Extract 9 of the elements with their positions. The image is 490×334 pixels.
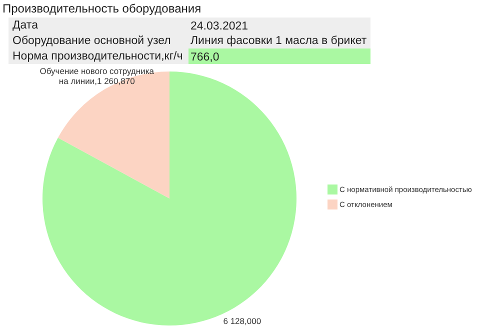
chart-title: Производительность оборудования: [2, 2, 202, 16]
text: 766,0: [190, 52, 220, 64]
data-label: Обучение нового сотрудника на линии,1 260,870: [40, 66, 154, 86]
text: Норма производительности,кг/ч: [12, 50, 183, 62]
text: Оборудование основной узел: [12, 35, 171, 47]
text: Дата: [12, 20, 39, 32]
data-label: 6 128,000: [223, 316, 262, 326]
text: Линия фасовки 1 масла в брикет: [190, 35, 368, 47]
text: 24.03.2021: [190, 20, 248, 32]
